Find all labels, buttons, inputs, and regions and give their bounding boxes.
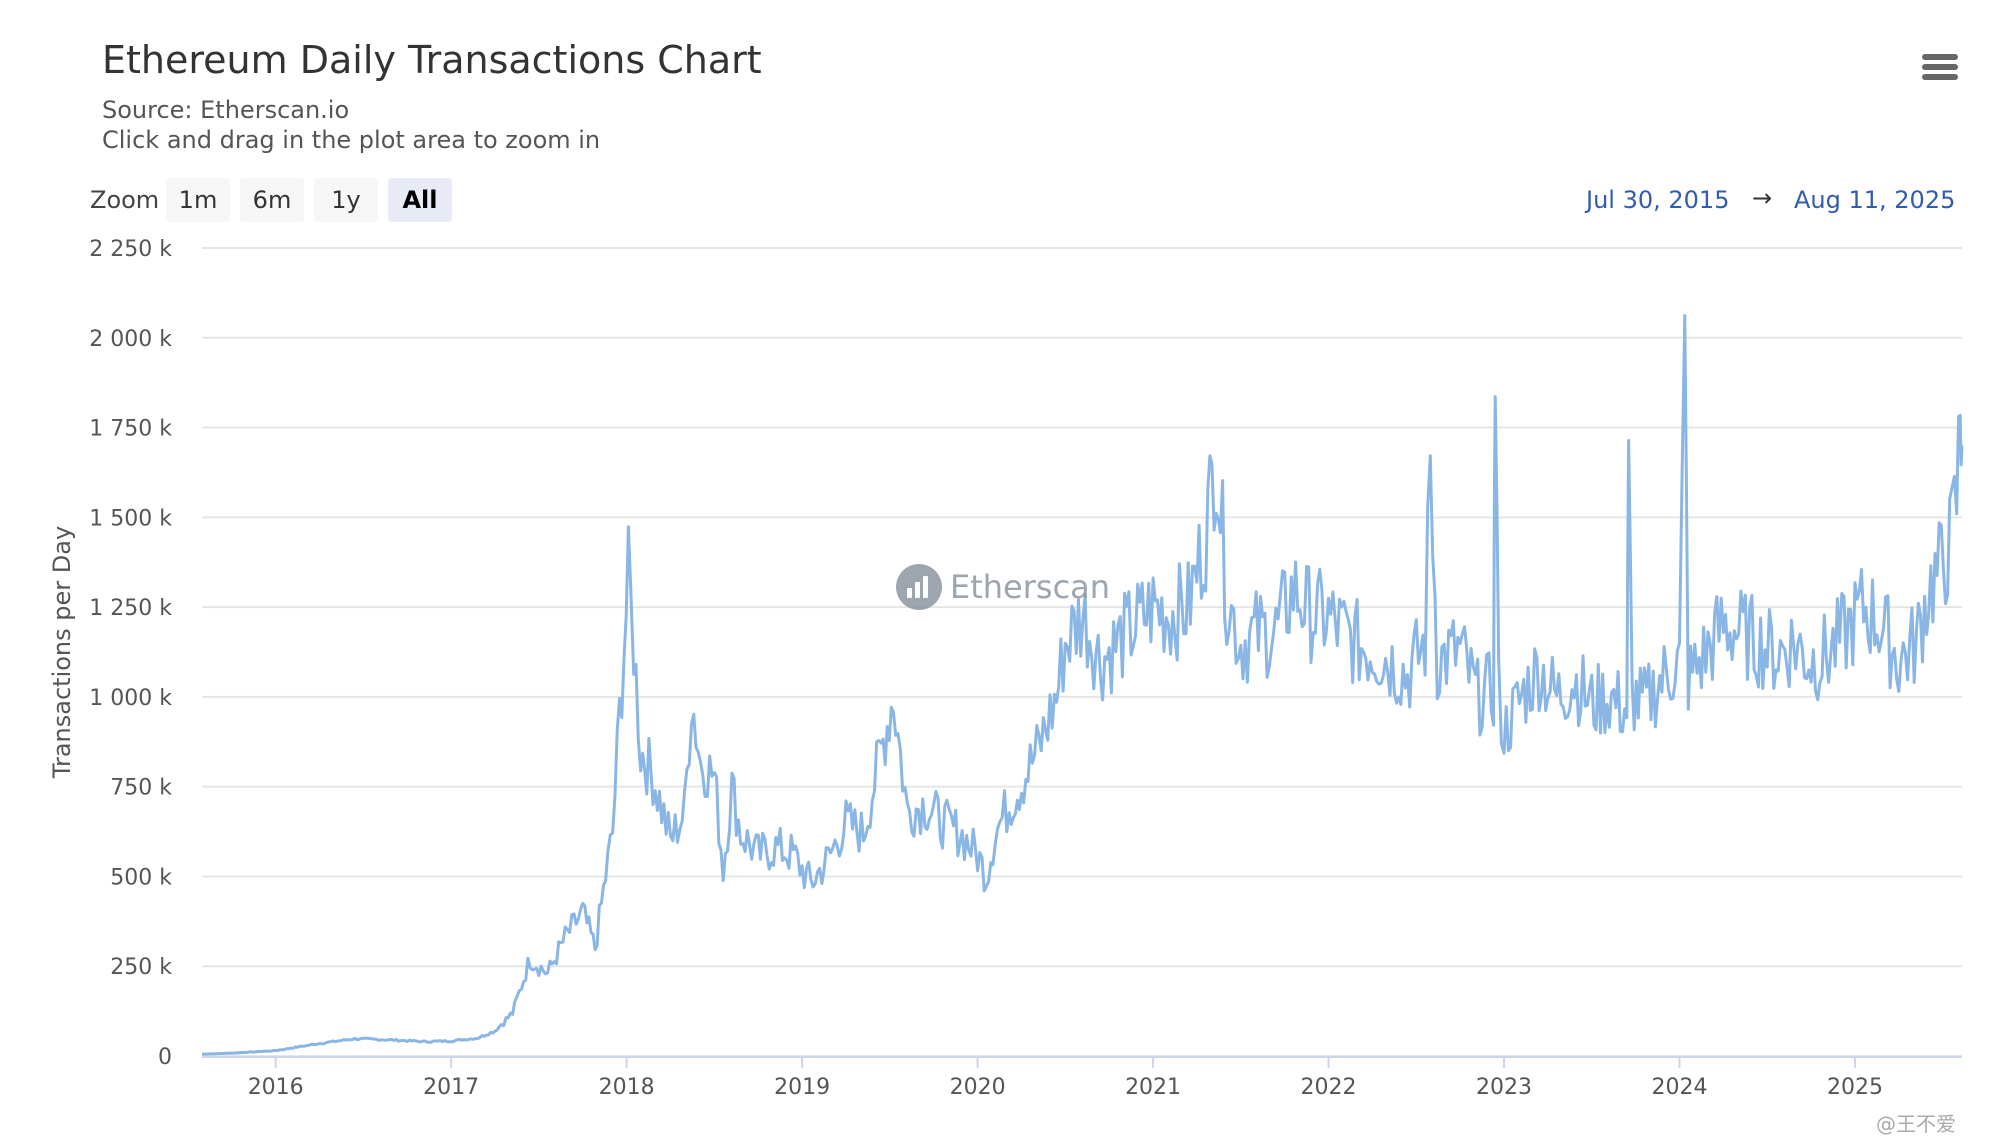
zoom-6m-button[interactable]: 6m xyxy=(240,178,304,222)
y-tick-label: 1 250 k xyxy=(89,596,172,621)
y-tick-label: 0 xyxy=(158,1045,172,1070)
chart-subtitle-hint: Click and drag in the plot area to zoom … xyxy=(102,126,601,154)
y-tick-label: 2 000 k xyxy=(89,327,172,352)
y-tick-label: 500 k xyxy=(110,865,172,890)
x-tick-label: 2020 xyxy=(950,1075,1006,1100)
series-line xyxy=(201,314,1964,1056)
x-tick-label: 2017 xyxy=(423,1075,479,1100)
x-tick-label: 2018 xyxy=(599,1075,655,1100)
x-tick-label: 2024 xyxy=(1651,1075,1707,1100)
etherscan-logo-icon xyxy=(896,564,942,610)
chart-subtitle-source: Source: Etherscan.io xyxy=(102,96,350,124)
etherscan-watermark: Etherscan xyxy=(896,564,1110,610)
y-tick-label: 1 500 k xyxy=(89,506,172,531)
hamburger-menu-icon[interactable] xyxy=(1922,54,1958,84)
zoom-label: Zoom xyxy=(90,186,160,214)
y-axis-title: Transactions per Day xyxy=(48,526,76,779)
y-tick-label: 250 k xyxy=(110,955,172,980)
range-arrow: → xyxy=(1752,184,1773,212)
zoom-1m-button[interactable]: 1m xyxy=(166,178,230,222)
y-tick-label: 1 000 k xyxy=(89,686,172,711)
chart-title: Ethereum Daily Transactions Chart xyxy=(102,38,762,82)
x-tick-label: 2025 xyxy=(1827,1075,1883,1100)
x-tick-label: 2023 xyxy=(1476,1075,1532,1100)
range-to-date[interactable]: Aug 11, 2025 xyxy=(1794,186,1956,214)
x-tick-label: 2021 xyxy=(1125,1075,1181,1100)
y-tick-label: 750 k xyxy=(110,776,172,801)
zoom-1y-button[interactable]: 1y xyxy=(314,178,378,222)
x-tick-label: 2019 xyxy=(774,1075,830,1100)
x-tick-label: 2022 xyxy=(1301,1075,1357,1100)
credit-text: @王不爱 xyxy=(1876,1112,1956,1136)
x-tick-label: 2016 xyxy=(248,1075,304,1100)
y-tick-label: 1 750 k xyxy=(89,417,172,442)
zoom-all-button[interactable]: All xyxy=(388,178,452,222)
range-from-date[interactable]: Jul 30, 2015 xyxy=(1586,186,1730,214)
watermark-text: Etherscan xyxy=(950,568,1111,606)
y-tick-label: 2 250 k xyxy=(89,237,172,262)
